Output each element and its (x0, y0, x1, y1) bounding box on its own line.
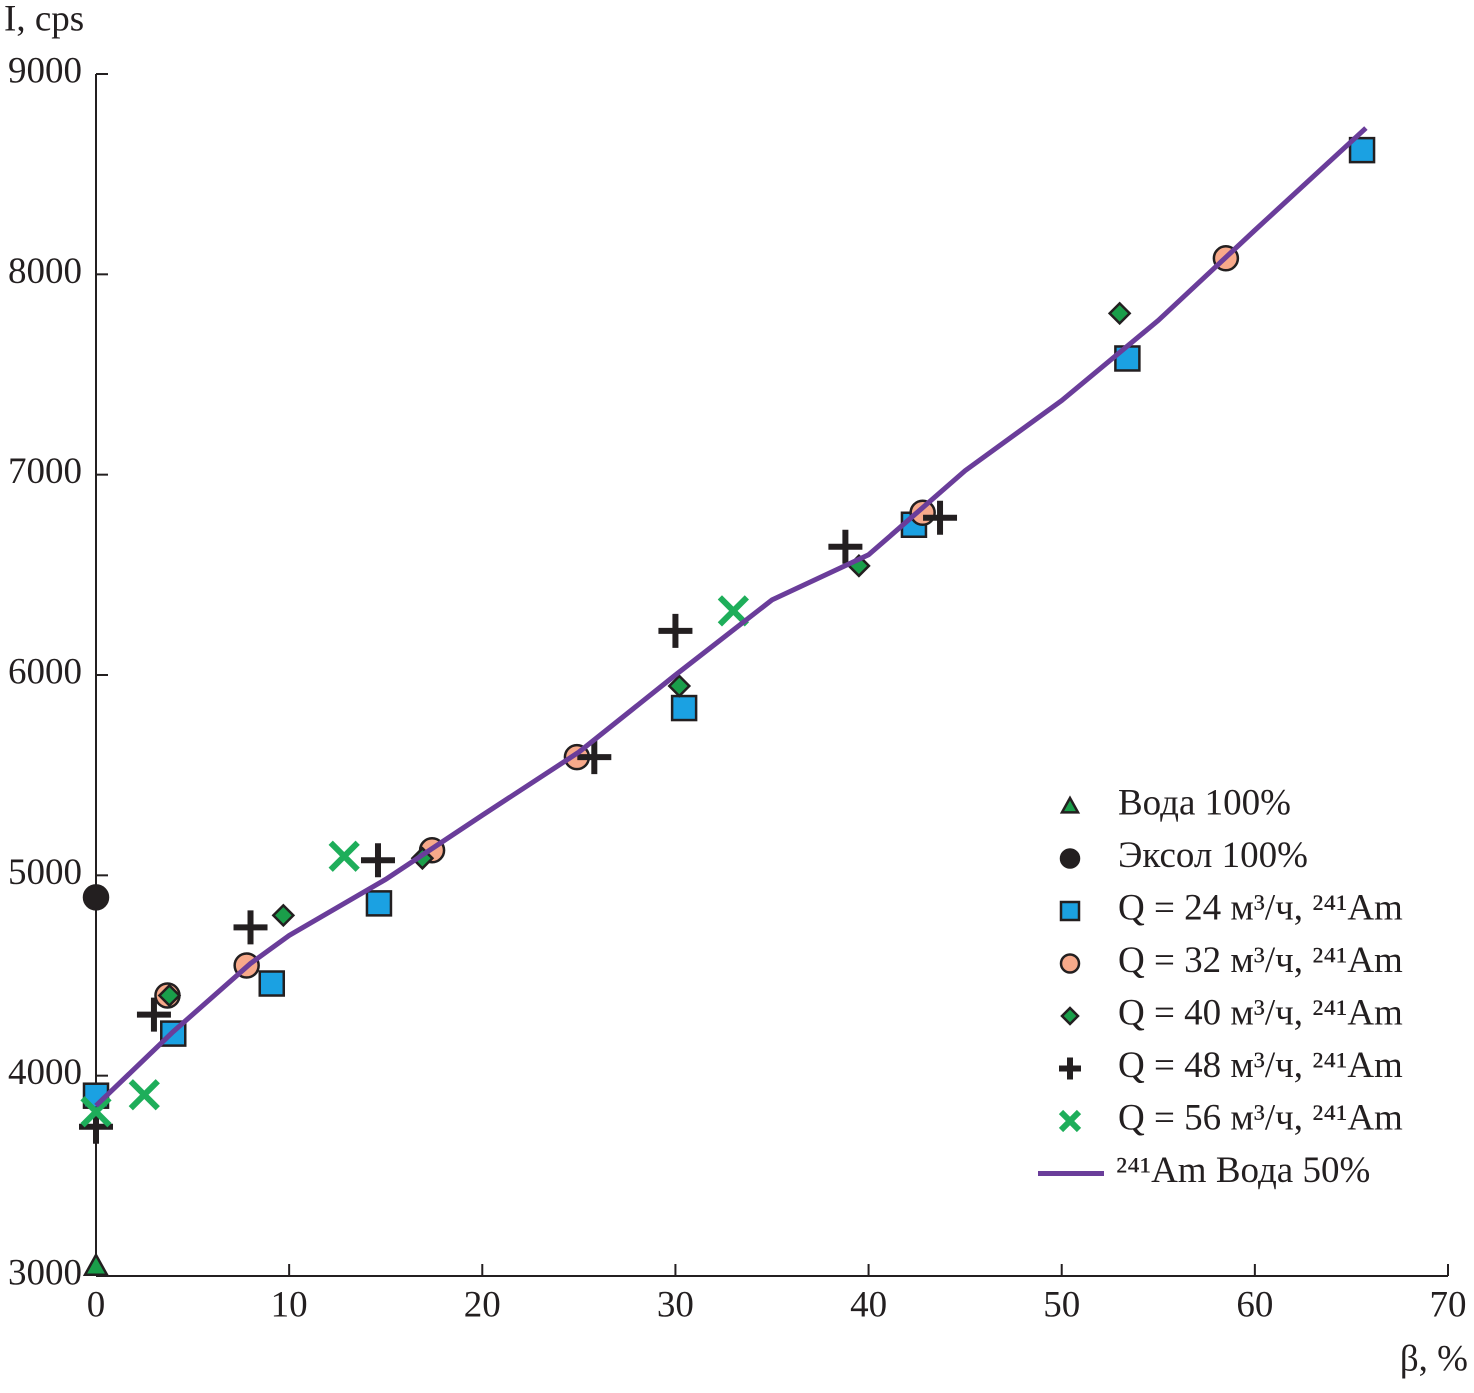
plus-marker (360, 843, 395, 878)
legend-swatch (1059, 848, 1081, 869)
legend-swatch (1059, 900, 1081, 922)
diamond-marker (667, 674, 692, 698)
square-marker (670, 694, 698, 722)
plus-marker (658, 613, 693, 648)
y-tick-label: 9000 (8, 50, 82, 91)
y-tick-label: 8000 (8, 251, 82, 292)
y-tick-label: 5000 (8, 852, 82, 893)
x-tick-label: 50 (1043, 1284, 1080, 1325)
square-marker (258, 970, 286, 997)
x-tick-label: 70 (1430, 1284, 1467, 1325)
legend-swatch (1059, 953, 1081, 974)
legend-swatch (1060, 1006, 1080, 1026)
x-tick-label: 40 (850, 1284, 887, 1325)
diamond-marker (1107, 301, 1132, 326)
legend-label: Q = 56 м³/ч, ²⁴¹Am (1118, 1097, 1403, 1138)
legend-swatch (1059, 795, 1081, 814)
legend-label: ²⁴¹Am Вода 50% (1116, 1150, 1370, 1191)
y-tick-label: 3000 (8, 1252, 82, 1293)
plus-marker (923, 500, 958, 535)
circle-marker (82, 884, 110, 911)
diamond-marker (271, 903, 296, 928)
diamond-marker (157, 983, 182, 1008)
legend-label: Q = 24 м³/ч, ²⁴¹Am (1118, 887, 1403, 928)
plus-marker (233, 910, 268, 945)
y-tick-label: 6000 (8, 651, 82, 692)
legend-label: Q = 32 м³/ч, ²⁴¹Am (1118, 940, 1403, 981)
cross-marker (128, 1079, 160, 1111)
y-tick-label: 7000 (8, 451, 82, 492)
square-marker (365, 890, 393, 917)
plus-marker (136, 997, 171, 1032)
x-tick-label: 10 (271, 1284, 308, 1325)
legend-label: Эксол 100% (1118, 835, 1308, 876)
legend-label: Q = 40 м³/ч, ²⁴¹Am (1118, 992, 1403, 1033)
legend-label: Вода 100% (1118, 782, 1291, 823)
triangle-marker (82, 1252, 110, 1277)
legend-swatch (1059, 1057, 1081, 1080)
cross-marker (80, 1096, 112, 1128)
y-tick-label: 4000 (8, 1052, 82, 1093)
x-tick-label: 20 (464, 1284, 501, 1325)
legend-swatch (1058, 1109, 1082, 1133)
cross-marker (328, 840, 360, 872)
x-tick-label: 0 (87, 1284, 106, 1325)
plus-marker (828, 529, 863, 564)
x-tick-label: 30 (657, 1284, 694, 1325)
x-axis-label: β, % (1400, 1338, 1468, 1379)
plus-marker (577, 740, 612, 775)
y-axis-label: I, cps (4, 0, 84, 39)
legend-label: Q = 48 м³/ч, ²⁴¹Am (1118, 1045, 1403, 1086)
x-tick-label: 60 (1236, 1284, 1273, 1325)
fit-line (94, 126, 1368, 1108)
